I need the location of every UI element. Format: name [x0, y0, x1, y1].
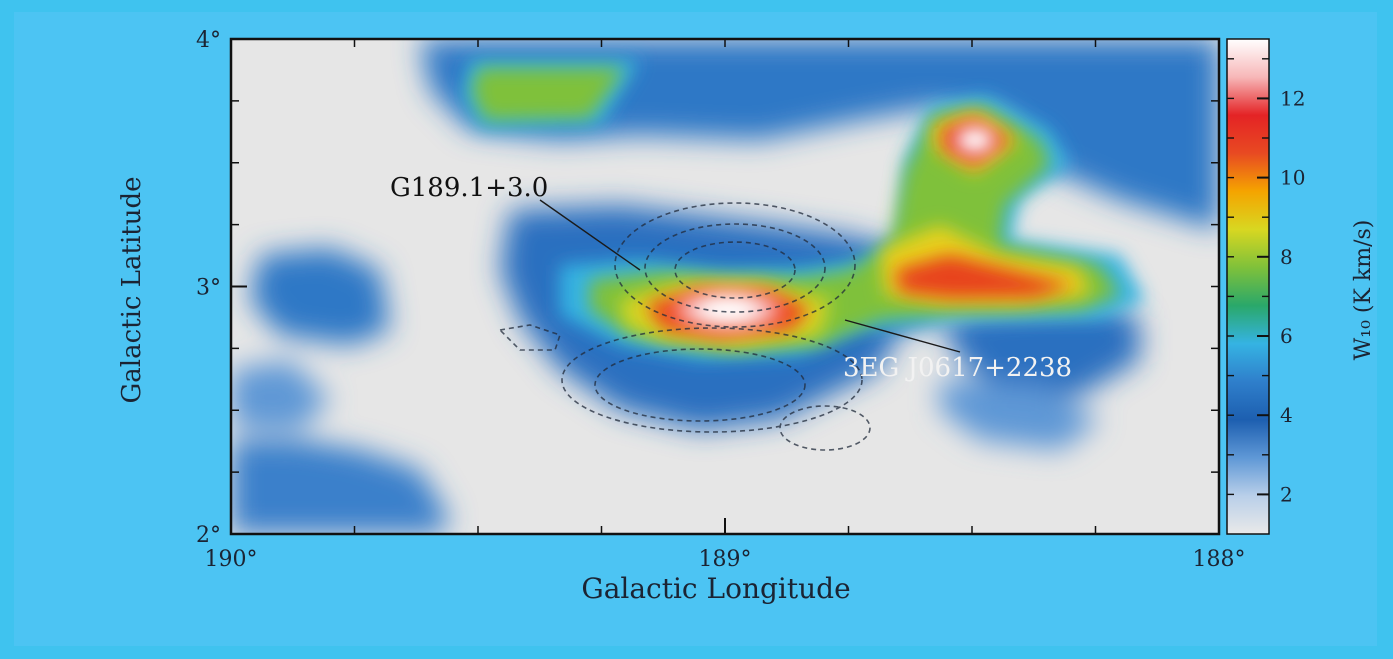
y-tick-label: 2°: [196, 523, 221, 548]
annotation-label: 3EG J0617+2238: [843, 353, 1072, 383]
colorbar-label: W₁₀ (K km/s): [1351, 220, 1376, 361]
annotation-leader-3eg: [844, 319, 961, 353]
colorbar-tick-label: 2: [1280, 482, 1293, 506]
x-tick-label: 189°: [699, 547, 752, 572]
colorbar-tick-label: 10: [1280, 166, 1305, 190]
emission-peaks: [676, 126, 995, 330]
x-tick-label: 188°: [1193, 547, 1246, 572]
colorbar-tick-label: 8: [1280, 245, 1293, 269]
axes: 190° 189° 188° 2° 3° 4°: [196, 28, 1246, 572]
colorbar-ticks: 2 4 6 8 10 12: [1227, 58, 1305, 506]
colorbar-tick-label: 6: [1280, 324, 1293, 348]
y-axis-label: Galactic Latitude: [117, 177, 147, 404]
intensity-map: [231, 39, 1219, 534]
annotation-label: G189.1+3.0: [390, 173, 548, 203]
annotation-leader-g189: [539, 199, 641, 271]
y-tick-label: 3°: [196, 276, 221, 301]
x-axis-label: Galactic Longitude: [581, 572, 850, 605]
colorbar-tick-label: 12: [1280, 86, 1305, 110]
colorbar-tick-label: 4: [1280, 403, 1293, 427]
colorbar: [1226, 38, 1270, 535]
contours: [498, 202, 871, 451]
x-tick-label: 190°: [205, 547, 258, 572]
y-tick-label: 4°: [196, 28, 221, 53]
